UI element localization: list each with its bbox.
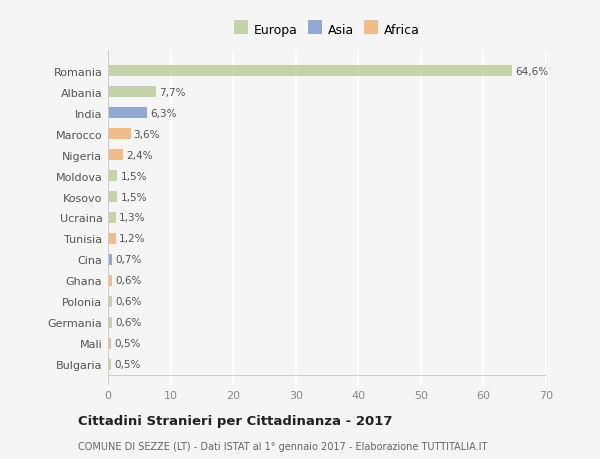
Text: 0,6%: 0,6% [115,276,141,286]
Text: 1,3%: 1,3% [119,213,146,223]
Bar [108,129,131,140]
Bar [108,107,148,119]
Text: 1,5%: 1,5% [121,171,147,181]
Bar [108,317,112,329]
Bar [108,66,512,77]
Text: 2,4%: 2,4% [126,150,152,160]
Text: 1,2%: 1,2% [119,234,145,244]
Bar [108,170,118,182]
Bar [108,191,118,203]
Bar [108,150,123,161]
Bar [108,338,111,349]
Text: COMUNE DI SEZZE (LT) - Dati ISTAT al 1° gennaio 2017 - Elaborazione TUTTITALIA.I: COMUNE DI SEZZE (LT) - Dati ISTAT al 1° … [78,441,487,451]
Text: 0,7%: 0,7% [116,255,142,265]
Text: 0,6%: 0,6% [115,318,141,328]
Bar [108,296,112,308]
Bar [108,212,116,224]
Bar [108,87,156,98]
Bar [108,233,116,245]
Text: 6,3%: 6,3% [151,108,177,118]
Text: 3,6%: 3,6% [134,129,160,139]
Legend: Europa, Asia, Africa: Europa, Asia, Africa [230,20,424,40]
Text: 0,5%: 0,5% [114,359,140,369]
Text: Cittadini Stranieri per Cittadinanza - 2017: Cittadini Stranieri per Cittadinanza - 2… [78,414,392,428]
Bar [108,275,112,286]
Text: 0,5%: 0,5% [114,339,140,349]
Text: 0,6%: 0,6% [115,297,141,307]
Text: 64,6%: 64,6% [515,67,548,77]
Text: 1,5%: 1,5% [121,192,147,202]
Text: 7,7%: 7,7% [160,87,186,97]
Bar [108,359,111,370]
Bar [108,254,112,266]
